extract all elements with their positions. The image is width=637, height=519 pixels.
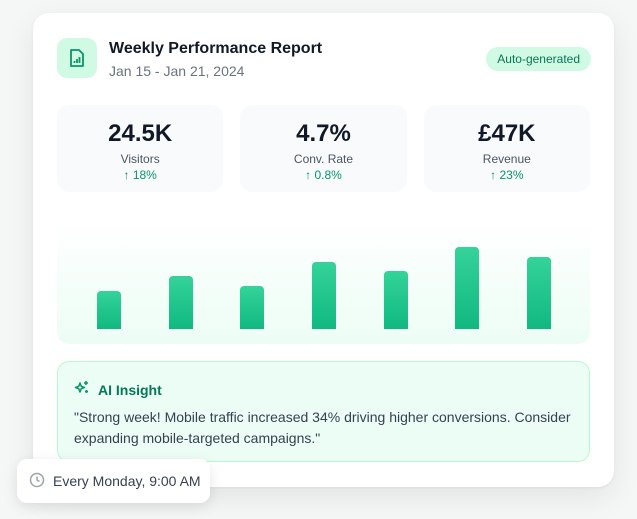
stat-label: Revenue [482,152,531,166]
report-title: Weekly Performance Report [109,40,323,57]
chart-bar [383,270,408,329]
stat-label: Conv. Rate [293,152,354,166]
chart-bar [527,256,552,329]
schedule-label: Every Monday, 9:00 AM [53,473,201,489]
stats-row: 24.5K Visitors ↑ 18% 4.7% Conv. Rate ↑ 0… [57,105,590,192]
report-card: Weekly Performance Report Jan 15 - Jan 2… [33,13,614,487]
chart-bar [168,275,193,329]
chart-bar [455,247,480,329]
chart-bar [312,261,336,329]
stat-visitors: 24.5K Visitors ↑ 18% [57,105,224,192]
ai-insight-panel: AI Insight "Strong week! Mobile traffic … [57,361,590,462]
stat-value: £47K [478,120,536,147]
date-range: Jan 15 - Jan 21, 2024 [109,63,245,79]
schedule-chip[interactable]: Every Monday, 9:00 AM [17,459,210,503]
stat-delta: ↑ 18% [123,168,157,182]
chart-bar [97,291,121,329]
stat-delta: ↑ 23% [490,168,524,182]
clock-icon [29,472,45,491]
insight-title: AI Insight [98,381,162,398]
sparkles-icon [74,380,90,399]
chart-bar [240,286,265,329]
stat-label: Visitors [120,152,160,166]
stat-value: 24.5K [108,120,173,147]
bar-chart [57,218,590,344]
stat-conversion-rate: 4.7% Conv. Rate ↑ 0.8% [240,105,407,192]
stat-delta: ↑ 0.8% [305,168,342,182]
insight-text: "Strong week! Mobile traffic increased 3… [74,409,571,446]
file-chart-icon [57,38,97,78]
stat-revenue: £47K Revenue ↑ 23% [423,105,590,192]
status-badge: Auto-generated [486,47,591,71]
stat-value: 4.7% [296,120,351,147]
